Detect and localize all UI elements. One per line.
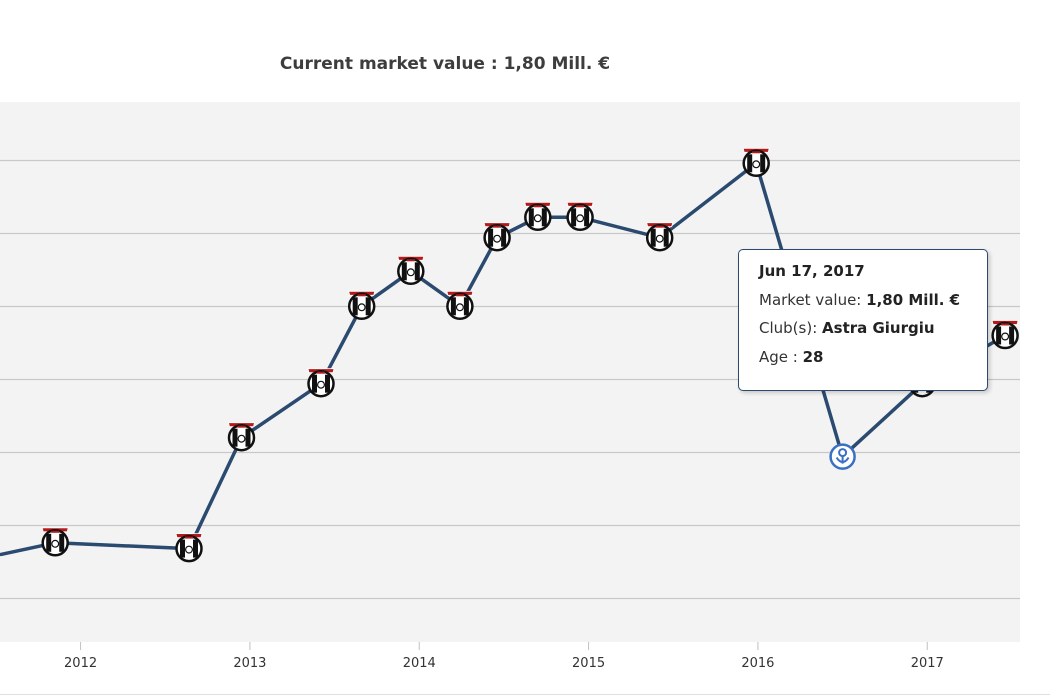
data-point-15[interactable]: [991, 320, 1019, 350]
tooltip-age-label: Age: [759, 347, 789, 366]
chart-title: Current market value : 1,80 Mill. €: [0, 54, 890, 74]
tooltip-age-sep: :: [788, 347, 803, 366]
data-point-8[interactable]: [483, 222, 511, 252]
x-tick-label-2012: 2012: [64, 656, 97, 671]
tooltip-club: Astra Giurgiu: [822, 319, 935, 337]
data-point-9[interactable]: [524, 201, 552, 232]
data-point-12[interactable]: [742, 147, 770, 178]
tooltip-date: Jun 17, 2017: [759, 262, 865, 280]
tooltip-club-row: Club(s): Astra Giurgiu: [759, 319, 987, 348]
x-tick-label-2016: 2016: [741, 656, 774, 671]
data-point-6[interactable]: [397, 255, 425, 286]
tooltip-club-label: Club(s):: [759, 319, 818, 337]
data-point-5[interactable]: [347, 290, 376, 321]
data-point-1[interactable]: [41, 527, 69, 557]
tooltip-age-row: Age : 28: [759, 348, 987, 377]
chart-title-value: 1,80 Mill. €: [503, 54, 611, 74]
data-point-3[interactable]: [227, 422, 256, 452]
data-point-7[interactable]: [446, 290, 474, 321]
tooltip-market-value-row: Market value: 1,80 Mill. €: [759, 291, 987, 320]
data-point-13[interactable]: [829, 443, 856, 470]
tooltip-age: 28: [802, 347, 824, 366]
x-axis-ticks: 2012 2013 2014 2015 2016 2017: [64, 642, 944, 671]
tooltip-market-value: 1,80 Mill. €: [866, 290, 961, 309]
x-tick-label-2013: 2013: [233, 656, 266, 671]
data-point-2[interactable]: [175, 533, 203, 563]
x-tick-label-2015: 2015: [572, 656, 605, 671]
chart-title-prefix: Current market value :: [279, 54, 498, 74]
x-tick-label-2014: 2014: [403, 656, 436, 671]
tooltip-market-value-label: Market value:: [759, 290, 862, 309]
data-point-tooltip: Jun 17, 2017 Market value: 1,80 Mill. € …: [738, 249, 988, 391]
data-point-11[interactable]: [645, 222, 674, 252]
x-tick-label-2017: 2017: [911, 656, 944, 671]
data-point-10[interactable]: [566, 201, 594, 232]
club-crest-markers: [41, 147, 1019, 563]
data-point-4[interactable]: [307, 368, 335, 398]
bottom-rule: [0, 694, 1050, 695]
